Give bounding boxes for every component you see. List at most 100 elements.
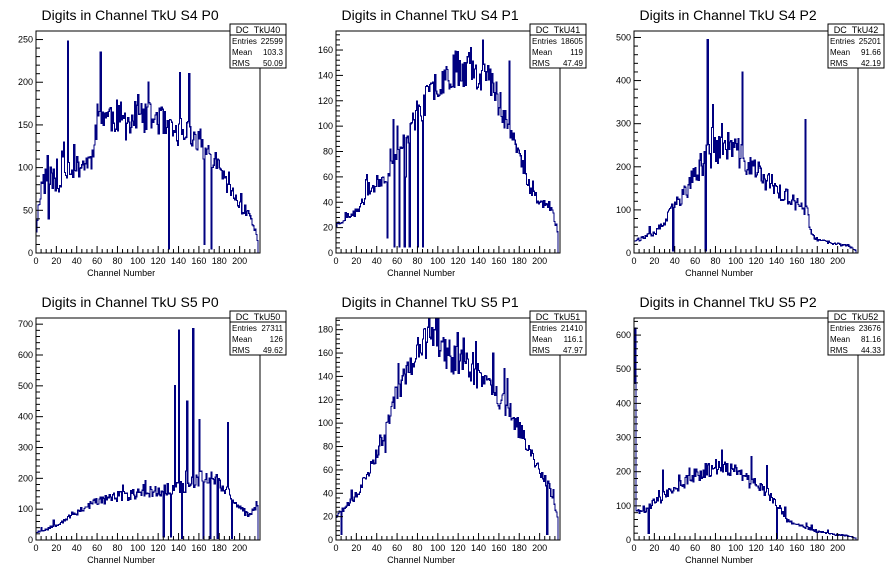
- plot-title: Digits in Channel TkU S5 P1: [341, 294, 518, 310]
- x-tick-label: 180: [810, 543, 825, 553]
- x-tick-label: 160: [191, 256, 206, 266]
- x-tick-label: 100: [130, 256, 145, 266]
- y-tick-label: 400: [616, 398, 631, 408]
- histogram-pad-5: Digits in Channel TkU S5 P1 0 20 40 60 80 100 1…: [300, 287, 598, 574]
- x-tick-label: 0: [33, 256, 38, 266]
- y-tick-label: 160: [318, 45, 333, 55]
- y-tick-label: 100: [318, 418, 333, 428]
- histogram-svg: Digits in Channel TkU S4 P2 0 20 40 60 80 100 1…: [616, 7, 885, 278]
- stats-label-entries: Entries: [232, 37, 257, 46]
- x-tick-label: 40: [670, 256, 680, 266]
- x-tick-label: 120: [451, 543, 466, 553]
- x-tick-label: 0: [631, 256, 636, 266]
- y-tick-label: 200: [616, 162, 631, 172]
- y-tick-label: 500: [616, 32, 631, 42]
- stats-histogram-name: DC_TkU40: [236, 25, 281, 35]
- y-tick-label: 100: [616, 205, 631, 215]
- y-tick-label: 200: [18, 77, 33, 87]
- x-tick-label: 40: [72, 256, 82, 266]
- x-tick-label: 100: [130, 543, 145, 553]
- plot-frame: [35, 317, 261, 541]
- histogram-pad-2: Digits in Channel TkU S4 P1 0 20 40 60 80 100 1…: [300, 0, 598, 287]
- x-axis-label: Channel Number: [685, 555, 753, 565]
- y-tick-label: 100: [18, 504, 33, 514]
- stats-label-rms: RMS: [232, 346, 250, 355]
- x-tick-label: 120: [151, 543, 166, 553]
- stats-label-entries: Entries: [532, 37, 557, 46]
- y-tick-label: 20: [323, 223, 333, 233]
- y-tick-label: 500: [18, 381, 33, 391]
- x-tick-label: 20: [51, 256, 61, 266]
- stats-label-entries: Entries: [830, 324, 855, 333]
- stats-value-rms: 50.09: [263, 59, 284, 68]
- stats-box: DC_TkU50 Entries 27311 Mean 126 RMS 49.62: [229, 310, 287, 356]
- y-tick-label: 400: [18, 412, 33, 422]
- x-tick-label: 20: [351, 543, 361, 553]
- stats-box: DC_TkU51 Entries 21410 Mean 116.1 RMS 47.97: [529, 310, 587, 356]
- y-tick-label: 300: [18, 443, 33, 453]
- plot-title: Digits in Channel TkU S4 P1: [341, 7, 518, 23]
- y-tick-label: 40: [323, 488, 333, 498]
- y-tick-label: 0: [626, 535, 631, 545]
- x-tick-label: 60: [392, 256, 402, 266]
- y-tick-label: 100: [18, 163, 33, 173]
- stats-value-entries: 21410: [561, 324, 584, 333]
- x-tick-label: 0: [333, 543, 338, 553]
- x-tick-label: 20: [51, 543, 61, 553]
- stats-value-rms: 49.62: [263, 346, 284, 355]
- histogram-pad-4: Digits in Channel TkU S5 P0 0 20 40 60 80 100 1…: [0, 287, 298, 574]
- stats-label-rms: RMS: [532, 59, 550, 68]
- stats-box: DC_TkU52 Entries 23676 Mean 81.16 RMS 44.33: [827, 310, 885, 356]
- x-tick-label: 200: [232, 256, 247, 266]
- histogram-svg: Digits in Channel TkU S5 P2 0 20 40 60 80 100 1…: [616, 294, 885, 565]
- x-tick-label: 180: [212, 256, 227, 266]
- y-tick-label: 0: [28, 535, 33, 545]
- plot-title: Digits in Channel TkU S5 P0: [41, 294, 218, 310]
- x-tick-label: 180: [212, 543, 227, 553]
- x-axis-label: Channel Number: [387, 555, 455, 565]
- x-tick-label: 80: [412, 256, 422, 266]
- x-tick-label: 180: [512, 256, 527, 266]
- stats-value-rms: 44.33: [861, 346, 882, 355]
- plot-title: Digits in Channel TkU S5 P2: [639, 294, 816, 310]
- y-tick-label: 100: [318, 121, 333, 131]
- x-tick-label: 100: [728, 256, 743, 266]
- histogram-series: [633, 39, 857, 253]
- x-tick-label: 0: [631, 543, 636, 553]
- stats-box: DC_TkU41 Entries 18605 Mean 119 RMS 47.49: [529, 23, 587, 69]
- stats-histogram-name: DC_TkU51: [536, 312, 581, 322]
- x-tick-label: 80: [710, 256, 720, 266]
- x-tick-label: 140: [471, 543, 486, 553]
- x-tick-label: 40: [372, 256, 382, 266]
- x-tick-label: 60: [690, 256, 700, 266]
- x-tick-label: 100: [728, 543, 743, 553]
- y-tick-label: 400: [616, 76, 631, 86]
- stats-label-mean: Mean: [532, 335, 552, 344]
- stats-label-rms: RMS: [532, 346, 550, 355]
- y-tick-label: 140: [318, 371, 333, 381]
- x-tick-label: 160: [789, 543, 804, 553]
- stats-label-mean: Mean: [232, 335, 252, 344]
- x-tick-label: 180: [810, 256, 825, 266]
- x-tick-label: 20: [351, 256, 361, 266]
- y-tick-label: 120: [318, 96, 333, 106]
- x-tick-label: 140: [171, 256, 186, 266]
- stats-value-mean: 81.16: [861, 335, 882, 344]
- histogram-series: [35, 328, 259, 540]
- x-tick-label: 200: [830, 256, 845, 266]
- x-tick-label: 160: [491, 256, 506, 266]
- histogram-pad-3: Digits in Channel TkU S4 P2 0 20 40 60 80 100 1…: [598, 0, 896, 287]
- x-tick-label: 160: [191, 543, 206, 553]
- histogram-svg: Digits in Channel TkU S4 P0 0 20 40 60 80 100 1…: [18, 7, 287, 278]
- x-tick-label: 140: [171, 543, 186, 553]
- y-tick-label: 40: [323, 197, 333, 207]
- y-tick-label: 0: [328, 248, 333, 258]
- y-tick-label: 100: [616, 501, 631, 511]
- stats-value-rms: 47.97: [563, 346, 584, 355]
- stats-histogram-name: DC_TkU50: [236, 312, 281, 322]
- x-axis-label: Channel Number: [87, 555, 155, 565]
- x-tick-label: 60: [690, 543, 700, 553]
- stats-label-mean: Mean: [830, 335, 850, 344]
- x-tick-label: 80: [710, 543, 720, 553]
- x-tick-label: 80: [112, 256, 122, 266]
